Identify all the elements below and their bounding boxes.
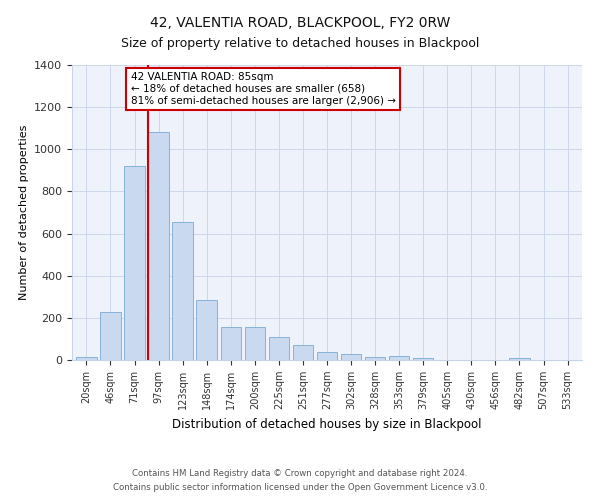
Text: Size of property relative to detached houses in Blackpool: Size of property relative to detached ho… xyxy=(121,37,479,50)
Bar xyxy=(509,358,530,360)
Y-axis label: Number of detached properties: Number of detached properties xyxy=(19,125,29,300)
Text: 42 VALENTIA ROAD: 85sqm
← 18% of detached houses are smaller (658)
81% of semi-d: 42 VALENTIA ROAD: 85sqm ← 18% of detache… xyxy=(131,72,395,106)
X-axis label: Distribution of detached houses by size in Blackpool: Distribution of detached houses by size … xyxy=(172,418,482,430)
Bar xyxy=(293,344,313,360)
Bar xyxy=(76,357,97,360)
Bar xyxy=(245,326,265,360)
Bar xyxy=(100,312,121,360)
Bar xyxy=(389,356,409,360)
Text: Contains public sector information licensed under the Open Government Licence v3: Contains public sector information licen… xyxy=(113,484,487,492)
Bar xyxy=(172,222,193,360)
Text: 42, VALENTIA ROAD, BLACKPOOL, FY2 0RW: 42, VALENTIA ROAD, BLACKPOOL, FY2 0RW xyxy=(150,16,450,30)
Bar xyxy=(269,337,289,360)
Bar xyxy=(341,354,361,360)
Bar xyxy=(148,132,169,360)
Bar xyxy=(196,300,217,360)
Bar xyxy=(221,326,241,360)
Bar xyxy=(413,358,433,360)
Bar xyxy=(365,357,385,360)
Bar xyxy=(124,166,145,360)
Text: Contains HM Land Registry data © Crown copyright and database right 2024.: Contains HM Land Registry data © Crown c… xyxy=(132,468,468,477)
Bar xyxy=(317,352,337,360)
